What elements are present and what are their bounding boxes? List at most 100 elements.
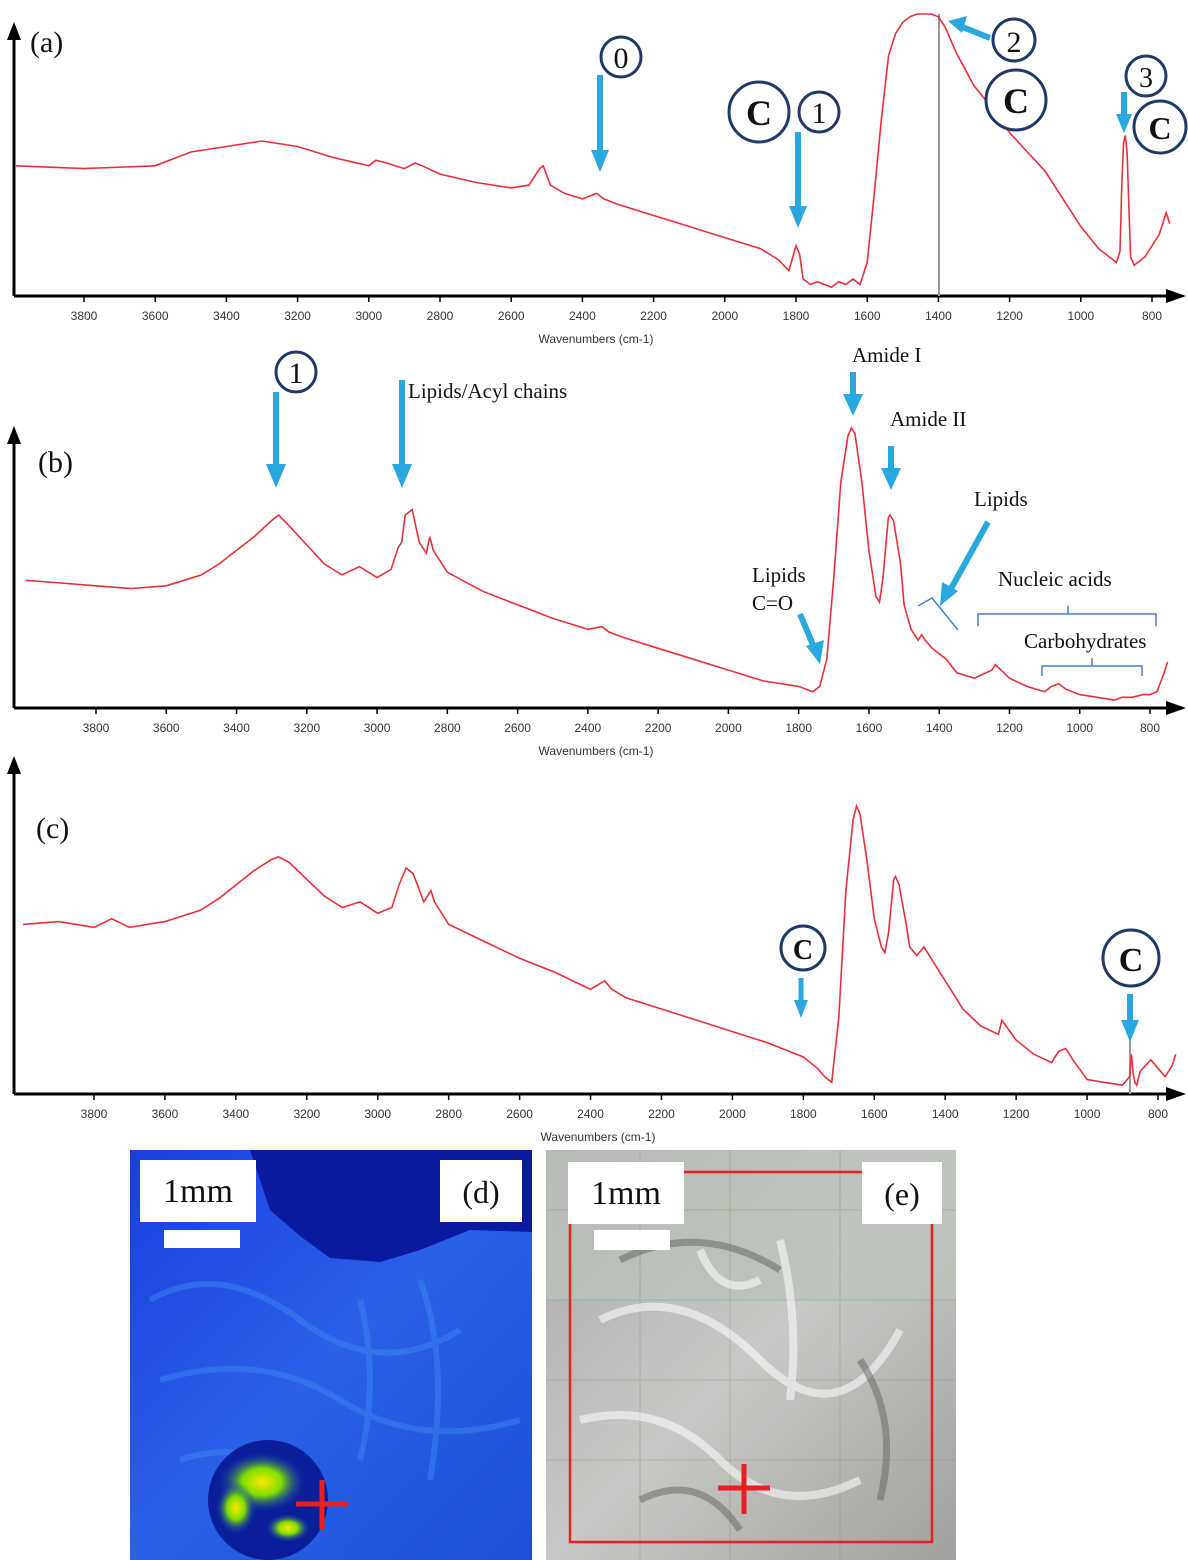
x-tick-label-1400: 1400	[925, 309, 952, 323]
annotation-amide1: Amide I	[843, 343, 921, 416]
x-tick-label-1800: 1800	[790, 1107, 817, 1121]
arrow-3-head	[1116, 114, 1132, 133]
x-ticks-c: 3800 3600 3400 3200 3000 2800 2600 2400 2200 2000…	[81, 1094, 1168, 1121]
x-tick-label-3200: 3200	[284, 309, 311, 323]
x-tick-label-3400: 3400	[223, 1107, 250, 1121]
x-tick-label-3800: 3800	[83, 721, 110, 735]
bracket-nucleic	[977, 606, 1157, 626]
spectrum-curve-a	[15, 13, 1171, 289]
x-tick-label-3000: 3000	[364, 721, 391, 735]
x-tick-label-2600: 2600	[506, 1107, 533, 1121]
x-ticks-a: 3800 3600 3400 3200 3000 2800 2600 2400 2200 2000…	[71, 296, 1162, 323]
label-amide2: Amide II	[890, 407, 966, 431]
x-tick-label-1200: 1200	[996, 721, 1023, 735]
circle-marker-c-b-text: C	[1119, 942, 1144, 979]
arrow-b1-head	[266, 464, 286, 488]
x-tick-label-3600: 3600	[152, 1107, 179, 1121]
scale-label-d: 1mm	[163, 1173, 233, 1210]
x-tick-label-2600: 2600	[504, 721, 531, 735]
marker-3: 3 C	[1116, 54, 1188, 155]
marker-c-a: C	[779, 924, 827, 1018]
x-tick-label-2400: 2400	[577, 1107, 604, 1121]
circle-marker-c2	[984, 68, 1048, 132]
x-tick-label-1600: 1600	[854, 309, 881, 323]
scale-bar-e	[594, 1230, 670, 1250]
label-nucleic: Nucleic acids	[998, 567, 1112, 591]
marker-b1: 1	[266, 350, 318, 488]
annotation-lipids-co: Lipids C=O	[752, 563, 824, 664]
panel-label-c: (c)	[36, 812, 69, 845]
x-tick-label-2400: 2400	[575, 721, 602, 735]
x-axis-arrow-a	[1166, 289, 1186, 303]
x-tick-label-3600: 3600	[153, 721, 180, 735]
arrow-amide1-head	[843, 394, 863, 416]
x-axis-label-b: Wavenumbers (cm-1)	[539, 744, 654, 758]
arrow-c-b-head	[1121, 1020, 1139, 1042]
bracket-carbo	[1041, 658, 1143, 676]
label-lipids-co-2: C=O	[752, 591, 793, 615]
circle-marker-c1-text: C	[746, 93, 772, 133]
label-lipids: Lipids	[974, 487, 1028, 511]
x-tick-label-2800: 2800	[427, 309, 454, 323]
x-tick-label-1200: 1200	[996, 309, 1023, 323]
circle-marker-2-text: 2	[1007, 26, 1022, 59]
optical-image-roi	[568, 1170, 934, 1544]
image-label-e: (e)	[884, 1176, 920, 1212]
x-tick-label-1400: 1400	[926, 721, 953, 735]
image-label-box-e	[862, 1162, 942, 1224]
circle-marker-0-text: 0	[614, 42, 629, 75]
circle-marker-c3-text: C	[1148, 110, 1171, 146]
x-tick-label-2800: 2800	[434, 721, 461, 735]
label-amide1: Amide I	[852, 343, 921, 367]
x-tick-label-2000: 2000	[715, 721, 742, 735]
x-axis-label-c: Wavenumbers (cm-1)	[541, 1130, 656, 1144]
circle-marker-c2-text: C	[1003, 81, 1029, 121]
chemical-map-hotspot-2	[216, 1482, 256, 1534]
optical-image-shadows	[618, 1238, 891, 1532]
image-label-box-d	[440, 1160, 522, 1222]
arrow-amide2-head	[881, 468, 901, 490]
annotation-amide2: Amide II	[881, 407, 966, 490]
x-axis-label-a: Wavenumbers (cm-1)	[539, 332, 654, 346]
x-tick-label-3400: 3400	[223, 721, 250, 735]
x-axis-arrow-b	[1166, 701, 1186, 715]
x-tick-label-800: 800	[1142, 309, 1162, 323]
circle-marker-c3	[1132, 99, 1188, 155]
x-tick-label-1600: 1600	[856, 721, 883, 735]
scale-box-d	[140, 1160, 256, 1222]
arrow-c-a-head	[794, 1000, 808, 1018]
x-tick-label-1000: 1000	[1067, 309, 1094, 323]
x-tick-label-2400: 2400	[569, 309, 596, 323]
marker-c-b: C	[1101, 928, 1161, 1042]
x-tick-label-800: 800	[1140, 721, 1160, 735]
spectrum-curve-b	[25, 426, 1169, 701]
annotation-nucleic: Nucleic acids	[977, 567, 1157, 626]
circle-marker-c-a	[779, 924, 827, 972]
x-tick-label-3200: 3200	[293, 1107, 320, 1121]
x-tick-label-2200: 2200	[648, 1107, 675, 1121]
arrow-lipids-co-head	[806, 640, 824, 664]
y-axis-arrow-b	[7, 426, 21, 444]
annotation-lipids-acyl: Lipids/Acyl chains	[392, 379, 567, 488]
arrow-2	[958, 23, 992, 41]
chemical-map-image: 1mm (d)	[130, 1150, 532, 1560]
x-tick-label-2600: 2600	[498, 309, 525, 323]
marker-1: C 1	[727, 80, 841, 228]
circle-marker-c1	[727, 80, 791, 144]
x-tick-label-2200: 2200	[645, 721, 672, 735]
x-tick-label-2200: 2200	[640, 309, 667, 323]
arrow-2-head	[948, 16, 967, 33]
x-tick-label-1200: 1200	[1003, 1107, 1030, 1121]
x-tick-label-2800: 2800	[435, 1107, 462, 1121]
circle-marker-3	[1124, 54, 1168, 98]
marker-2: 2 C	[948, 16, 1048, 132]
bracket-lipids	[917, 597, 959, 631]
circle-marker-3-text: 3	[1139, 63, 1153, 94]
x-tick-label-3000: 3000	[355, 309, 382, 323]
x-axis-arrow-c	[1166, 1087, 1186, 1101]
x-tick-label-800: 800	[1148, 1107, 1168, 1121]
x-tick-label-3800: 3800	[81, 1107, 108, 1121]
arrow-lipids-head	[940, 582, 958, 606]
circle-marker-b1-text: 1	[289, 357, 304, 390]
scale-label-e: 1mm	[591, 1175, 661, 1212]
